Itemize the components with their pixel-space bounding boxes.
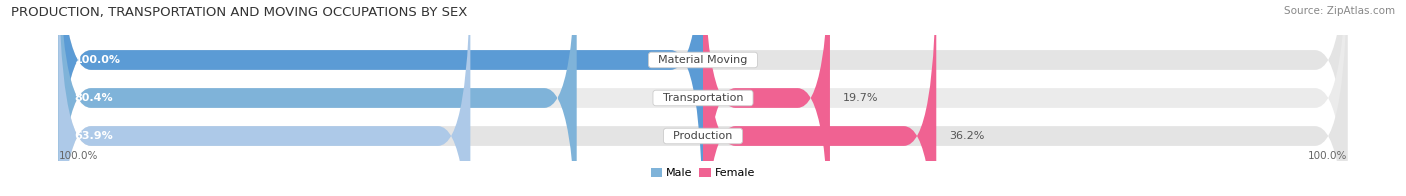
Legend: Male, Female: Male, Female: [647, 163, 759, 183]
FancyBboxPatch shape: [59, 0, 576, 196]
Text: 19.7%: 19.7%: [842, 93, 879, 103]
Text: 0.0%: 0.0%: [716, 55, 744, 65]
Text: 36.2%: 36.2%: [949, 131, 984, 141]
Text: 100.0%: 100.0%: [59, 151, 98, 161]
FancyBboxPatch shape: [59, 0, 703, 196]
FancyBboxPatch shape: [703, 0, 936, 196]
FancyBboxPatch shape: [59, 0, 1347, 196]
Text: Material Moving: Material Moving: [651, 55, 755, 65]
FancyBboxPatch shape: [59, 0, 1347, 196]
Text: PRODUCTION, TRANSPORTATION AND MOVING OCCUPATIONS BY SEX: PRODUCTION, TRANSPORTATION AND MOVING OC…: [11, 6, 468, 19]
FancyBboxPatch shape: [59, 0, 1347, 196]
Text: 100.0%: 100.0%: [75, 55, 121, 65]
Text: Source: ZipAtlas.com: Source: ZipAtlas.com: [1284, 6, 1395, 16]
Text: 80.4%: 80.4%: [75, 93, 114, 103]
Text: Production: Production: [666, 131, 740, 141]
FancyBboxPatch shape: [59, 0, 471, 196]
FancyBboxPatch shape: [703, 0, 830, 196]
Text: 100.0%: 100.0%: [1308, 151, 1347, 161]
Text: Transportation: Transportation: [655, 93, 751, 103]
Text: 63.9%: 63.9%: [75, 131, 114, 141]
